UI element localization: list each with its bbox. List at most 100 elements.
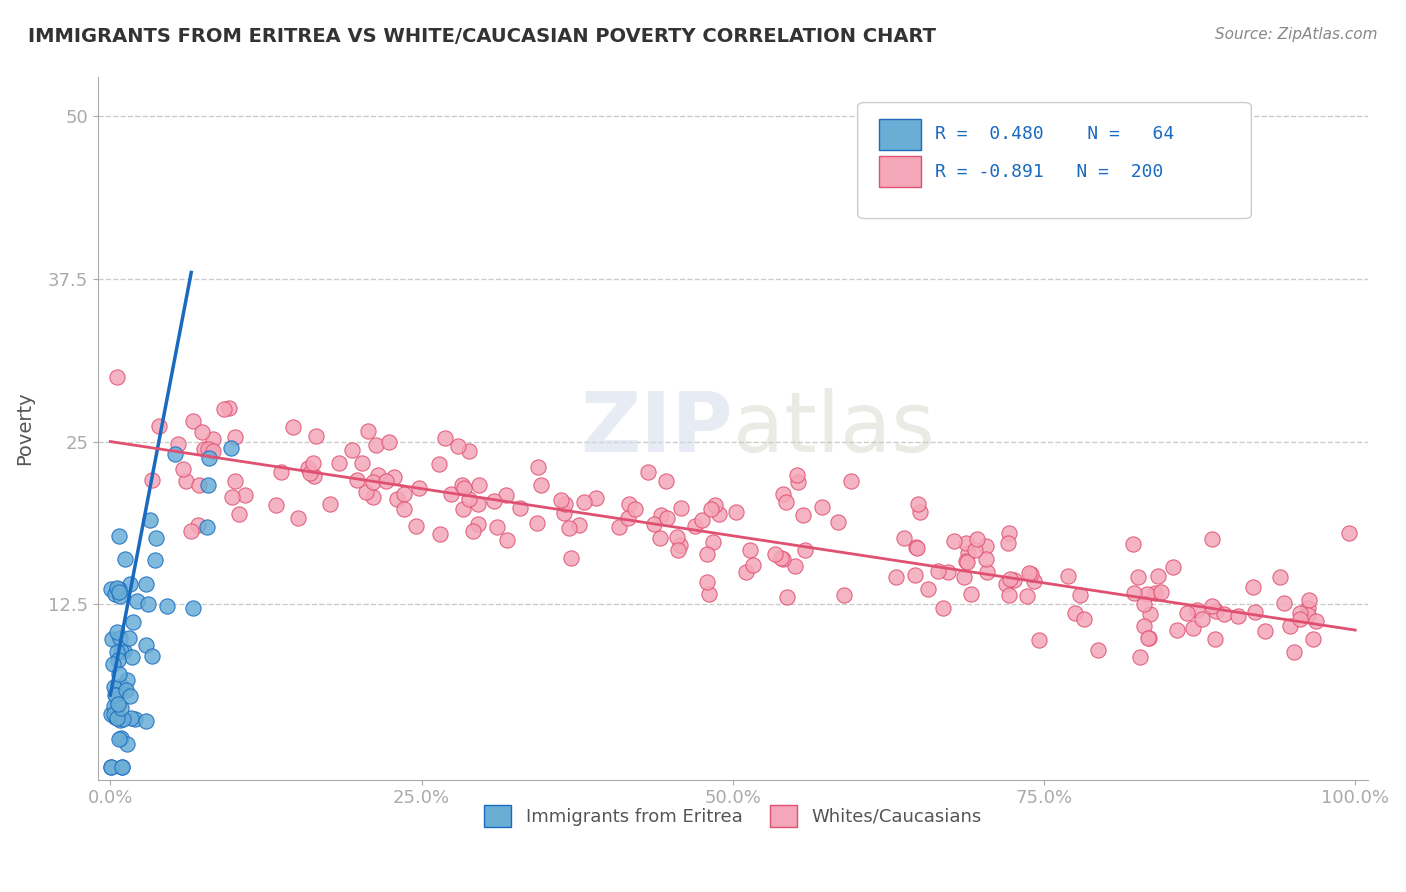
Whites/Caucasians bbox=[1296, 601, 1319, 615]
Whites/Caucasians bbox=[1181, 621, 1204, 635]
Whites/Caucasians bbox=[1129, 649, 1152, 664]
Whites/Caucasians bbox=[141, 473, 163, 487]
Whites/Caucasians bbox=[1018, 566, 1040, 581]
Whites/Caucasians bbox=[917, 582, 939, 596]
Whites/Caucasians bbox=[319, 497, 342, 511]
Whites/Caucasians bbox=[468, 477, 491, 491]
Whites/Caucasians bbox=[617, 511, 640, 525]
Whites/Caucasians bbox=[172, 462, 194, 476]
Immigrants from Eritrea bbox=[104, 586, 127, 600]
Whites/Caucasians bbox=[367, 467, 389, 482]
Whites/Caucasians bbox=[976, 566, 998, 580]
Whites/Caucasians bbox=[558, 521, 581, 535]
Whites/Caucasians bbox=[1137, 631, 1160, 645]
Whites/Caucasians bbox=[1136, 587, 1159, 601]
Whites/Caucasians bbox=[650, 508, 672, 523]
Whites/Caucasians bbox=[1028, 632, 1050, 647]
Whites/Caucasians bbox=[1278, 618, 1301, 632]
Immigrants from Eritrea bbox=[105, 711, 128, 725]
Immigrants from Eritrea bbox=[104, 688, 127, 702]
Whites/Caucasians bbox=[451, 502, 474, 516]
Whites/Caucasians bbox=[461, 524, 484, 538]
Immigrants from Eritrea bbox=[108, 631, 131, 645]
Whites/Caucasians bbox=[1191, 612, 1213, 626]
Whites/Caucasians bbox=[375, 474, 398, 488]
Whites/Caucasians bbox=[1201, 532, 1223, 546]
Whites/Caucasians bbox=[1063, 606, 1085, 620]
Whites/Caucasians bbox=[287, 511, 309, 525]
Whites/Caucasians bbox=[1087, 643, 1109, 657]
Whites/Caucasians bbox=[485, 519, 508, 533]
Whites/Caucasians bbox=[218, 401, 240, 415]
Immigrants from Eritrea bbox=[121, 649, 143, 664]
Whites/Caucasians bbox=[692, 513, 714, 527]
Immigrants from Eritrea bbox=[195, 520, 218, 534]
Whites/Caucasians bbox=[650, 531, 672, 545]
Whites/Caucasians bbox=[936, 565, 959, 579]
Whites/Caucasians bbox=[884, 570, 907, 584]
Immigrants from Eritrea bbox=[115, 673, 138, 687]
Immigrants from Eritrea bbox=[105, 581, 128, 595]
Whites/Caucasians bbox=[775, 494, 797, 508]
Whites/Caucasians bbox=[772, 552, 794, 566]
Whites/Caucasians bbox=[959, 587, 981, 601]
Whites/Caucasians bbox=[377, 434, 399, 449]
Immigrants from Eritrea bbox=[108, 582, 131, 597]
Whites/Caucasians bbox=[200, 442, 222, 456]
Whites/Caucasians bbox=[233, 488, 256, 502]
Whites/Caucasians bbox=[697, 586, 720, 600]
Whites/Caucasians bbox=[457, 491, 479, 506]
Whites/Caucasians bbox=[1137, 631, 1160, 645]
Whites/Caucasians bbox=[181, 414, 204, 428]
Whites/Caucasians bbox=[1122, 537, 1144, 551]
Whites/Caucasians bbox=[1161, 560, 1184, 574]
Immigrants from Eritrea bbox=[145, 531, 167, 545]
Whites/Caucasians bbox=[299, 466, 322, 480]
Whites/Caucasians bbox=[907, 497, 929, 511]
Whites/Caucasians bbox=[392, 486, 415, 500]
Whites/Caucasians bbox=[302, 456, 325, 470]
Immigrants from Eritrea bbox=[156, 599, 179, 614]
Whites/Caucasians bbox=[1133, 597, 1156, 611]
Whites/Caucasians bbox=[297, 461, 319, 475]
Whites/Caucasians bbox=[433, 431, 456, 445]
Whites/Caucasians bbox=[763, 547, 786, 561]
Whites/Caucasians bbox=[786, 475, 808, 489]
Whites/Caucasians bbox=[572, 494, 595, 508]
Whites/Caucasians bbox=[585, 491, 607, 506]
Whites/Caucasians bbox=[974, 539, 997, 553]
Whites/Caucasians bbox=[952, 570, 974, 584]
Whites/Caucasians bbox=[709, 507, 731, 521]
Whites/Caucasians bbox=[904, 567, 927, 582]
Immigrants from Eritrea bbox=[135, 577, 157, 591]
Whites/Caucasians bbox=[228, 507, 250, 521]
Whites/Caucasians bbox=[772, 487, 794, 501]
Whites/Caucasians bbox=[180, 524, 202, 539]
Whites/Caucasians bbox=[769, 550, 792, 565]
Text: Source: ZipAtlas.com: Source: ZipAtlas.com bbox=[1215, 27, 1378, 42]
Whites/Caucasians bbox=[738, 543, 761, 558]
Immigrants from Eritrea bbox=[118, 577, 141, 591]
Whites/Caucasians bbox=[193, 442, 215, 457]
Whites/Caucasians bbox=[148, 419, 170, 434]
Whites/Caucasians bbox=[905, 540, 928, 554]
Whites/Caucasians bbox=[998, 525, 1021, 540]
Whites/Caucasians bbox=[484, 494, 506, 508]
Whites/Caucasians bbox=[304, 429, 326, 443]
Whites/Caucasians bbox=[839, 474, 862, 488]
Whites/Caucasians bbox=[1296, 608, 1319, 623]
Immigrants from Eritrea bbox=[111, 712, 134, 726]
Whites/Caucasians bbox=[340, 443, 363, 458]
Whites/Caucasians bbox=[197, 442, 219, 456]
Whites/Caucasians bbox=[427, 458, 450, 472]
Immigrants from Eritrea bbox=[120, 711, 142, 725]
Whites/Caucasians bbox=[1166, 623, 1188, 637]
Whites/Caucasians bbox=[451, 477, 474, 491]
Whites/Caucasians bbox=[553, 506, 575, 520]
Whites/Caucasians bbox=[1021, 567, 1043, 582]
Immigrants from Eritrea bbox=[105, 624, 128, 639]
Whites/Caucasians bbox=[1133, 619, 1156, 633]
Whites/Caucasians bbox=[669, 500, 692, 515]
Whites/Caucasians bbox=[1282, 645, 1305, 659]
Whites/Caucasians bbox=[703, 499, 725, 513]
